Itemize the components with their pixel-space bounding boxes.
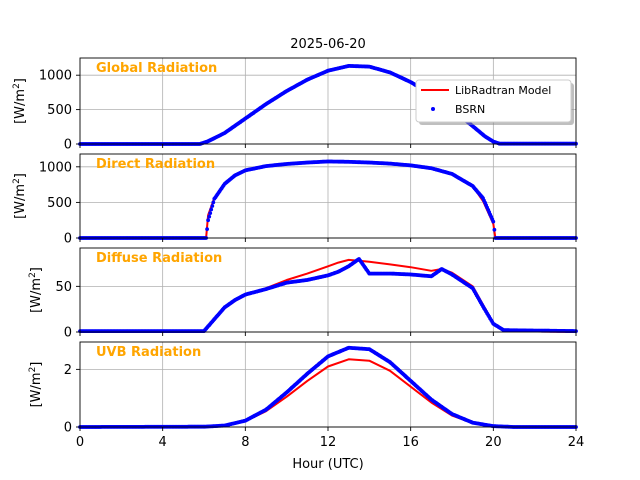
- data-point-bsrn: [208, 211, 213, 216]
- x-tick-label: 8: [241, 435, 249, 450]
- y-tick-label: 0: [64, 326, 72, 341]
- y-tick-label: 0: [64, 232, 72, 247]
- data-point-bsrn: [209, 207, 214, 212]
- panel-title: Direct Radiation: [96, 157, 215, 172]
- series-points-bsrn: [78, 159, 578, 240]
- y-tick-label: 0: [64, 138, 72, 153]
- y-tick-label: 2: [64, 363, 72, 378]
- y-axis-label-unit-0: [W/m: [13, 89, 28, 124]
- y-axis-label-exponent-2: 2: [28, 272, 38, 278]
- panel-title: Global Radiation: [96, 61, 217, 76]
- y-tick-label: 1000: [39, 160, 72, 175]
- x-tick-label: 0: [76, 435, 84, 450]
- legend-obs-swatch: [431, 107, 435, 111]
- legend: LibRadtran Model BSRN: [415, 79, 574, 125]
- y-axis-label-unit-1: [W/m: [13, 184, 28, 219]
- y-axis-label-bracket-1: ]: [13, 173, 28, 178]
- panel-3: 020 4 8 12 16 20 24[W/m2]UVB Radiation: [28, 341, 585, 450]
- x-tick-label: 12: [320, 435, 337, 450]
- y-axis-label: [W/m2]: [28, 267, 44, 313]
- panel-1: 0 500 1000 [W/m2] Direct Radiation: [12, 153, 578, 247]
- x-tick-label: 4: [159, 435, 167, 450]
- y-tick-label: 0: [64, 421, 72, 436]
- y-axis-label-bracket-3: ]: [29, 362, 44, 367]
- data-point-bsrn: [492, 227, 497, 232]
- y-axis-label-exponent-3: 2: [28, 367, 38, 373]
- y-axis-label-exponent-1: 2: [12, 178, 22, 184]
- series-points-bsrn: [78, 64, 578, 146]
- data-point-bsrn: [205, 227, 210, 232]
- y-axis-label: [W/m2]: [12, 78, 28, 124]
- y-axis-label-unit-3: [W/m: [29, 372, 44, 407]
- panel-title: Diffuse Radiation: [96, 251, 222, 266]
- y-axis-label: [W/m2]: [28, 362, 44, 408]
- x-tick-label: 24: [568, 435, 585, 450]
- panel-2: 0 50 [W/m2] Diffuse Radiation: [28, 247, 578, 341]
- x-tick-label: 20: [485, 435, 502, 450]
- data-point-bsrn: [210, 204, 215, 208]
- x-tick-label: 16: [402, 435, 419, 450]
- panel-0: 0 500 1000 [W/m2] Global Radiation: [12, 57, 578, 153]
- y-tick-label: 500: [47, 103, 72, 118]
- y-tick-label: 1000: [39, 69, 72, 84]
- data-point-bsrn: [207, 214, 212, 219]
- figure-title: 2025-06-20: [290, 37, 366, 52]
- panel-title: UVB Radiation: [96, 345, 201, 360]
- y-tick-label: 500: [47, 196, 72, 211]
- legend-obs-label: BSRN: [455, 103, 485, 116]
- y-axis-label-unit-2: [W/m: [29, 278, 44, 313]
- data-point-bsrn: [211, 200, 216, 205]
- y-tick-label: 50: [55, 280, 72, 295]
- y-axis-label-bracket-2: ]: [29, 267, 44, 272]
- legend-box: [415, 79, 572, 123]
- data-point-bsrn: [206, 218, 211, 223]
- x-axis-label: Hour (UTC): [292, 457, 363, 472]
- data-point-bsrn: [491, 219, 496, 224]
- y-axis-label: [W/m2]: [12, 173, 28, 219]
- y-axis-label-exponent-0: 2: [12, 83, 22, 89]
- legend-model-label: LibRadtran Model: [455, 84, 551, 97]
- y-axis-label-bracket-0: ]: [13, 78, 28, 83]
